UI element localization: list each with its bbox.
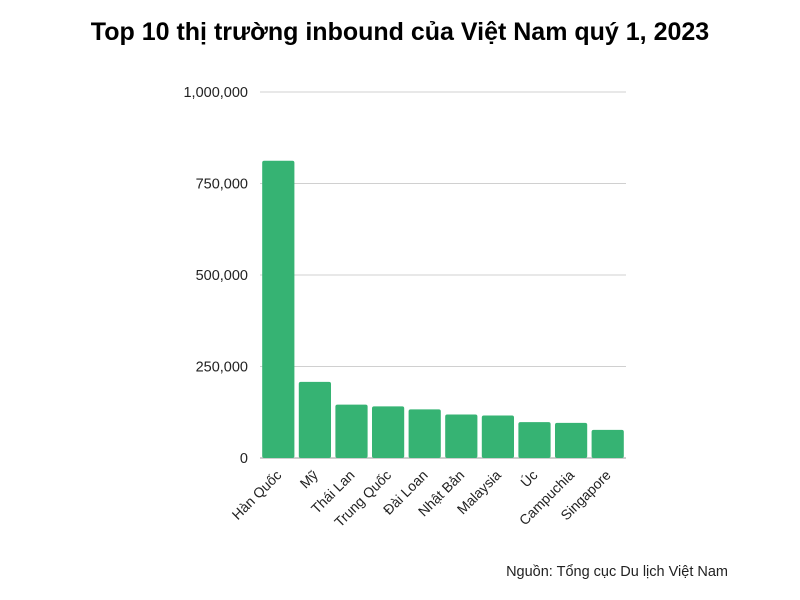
bar — [298, 381, 332, 458]
y-tick-label: 250,000 — [196, 360, 248, 376]
x-tick-label: Úc — [517, 467, 540, 490]
bar — [518, 422, 551, 458]
bar — [445, 414, 478, 458]
x-tick-label: Hàn Quốc — [229, 467, 285, 523]
source-note: Nguồn: Tổng cục Du lịch Việt Nam — [506, 564, 728, 580]
bar — [335, 404, 368, 458]
y-tick-label: 1,000,000 — [183, 85, 248, 101]
chart-title: Top 10 thị trường inbound của Việt Nam q… — [90, 18, 710, 46]
y-tick-label: 750,000 — [196, 177, 248, 193]
y-tick-label: 0 — [240, 451, 248, 467]
bar — [262, 160, 295, 459]
y-tick-label: 500,000 — [196, 268, 248, 284]
bar — [481, 415, 515, 458]
y-axis-ticks: 0 250,000 500,000 750,000 1,000,000 — [183, 85, 248, 467]
bar — [371, 406, 405, 458]
bar — [591, 429, 624, 458]
bar — [554, 422, 588, 458]
bar — [408, 409, 441, 458]
bars — [262, 160, 624, 459]
x-tick-label: Mỹ — [297, 467, 322, 492]
